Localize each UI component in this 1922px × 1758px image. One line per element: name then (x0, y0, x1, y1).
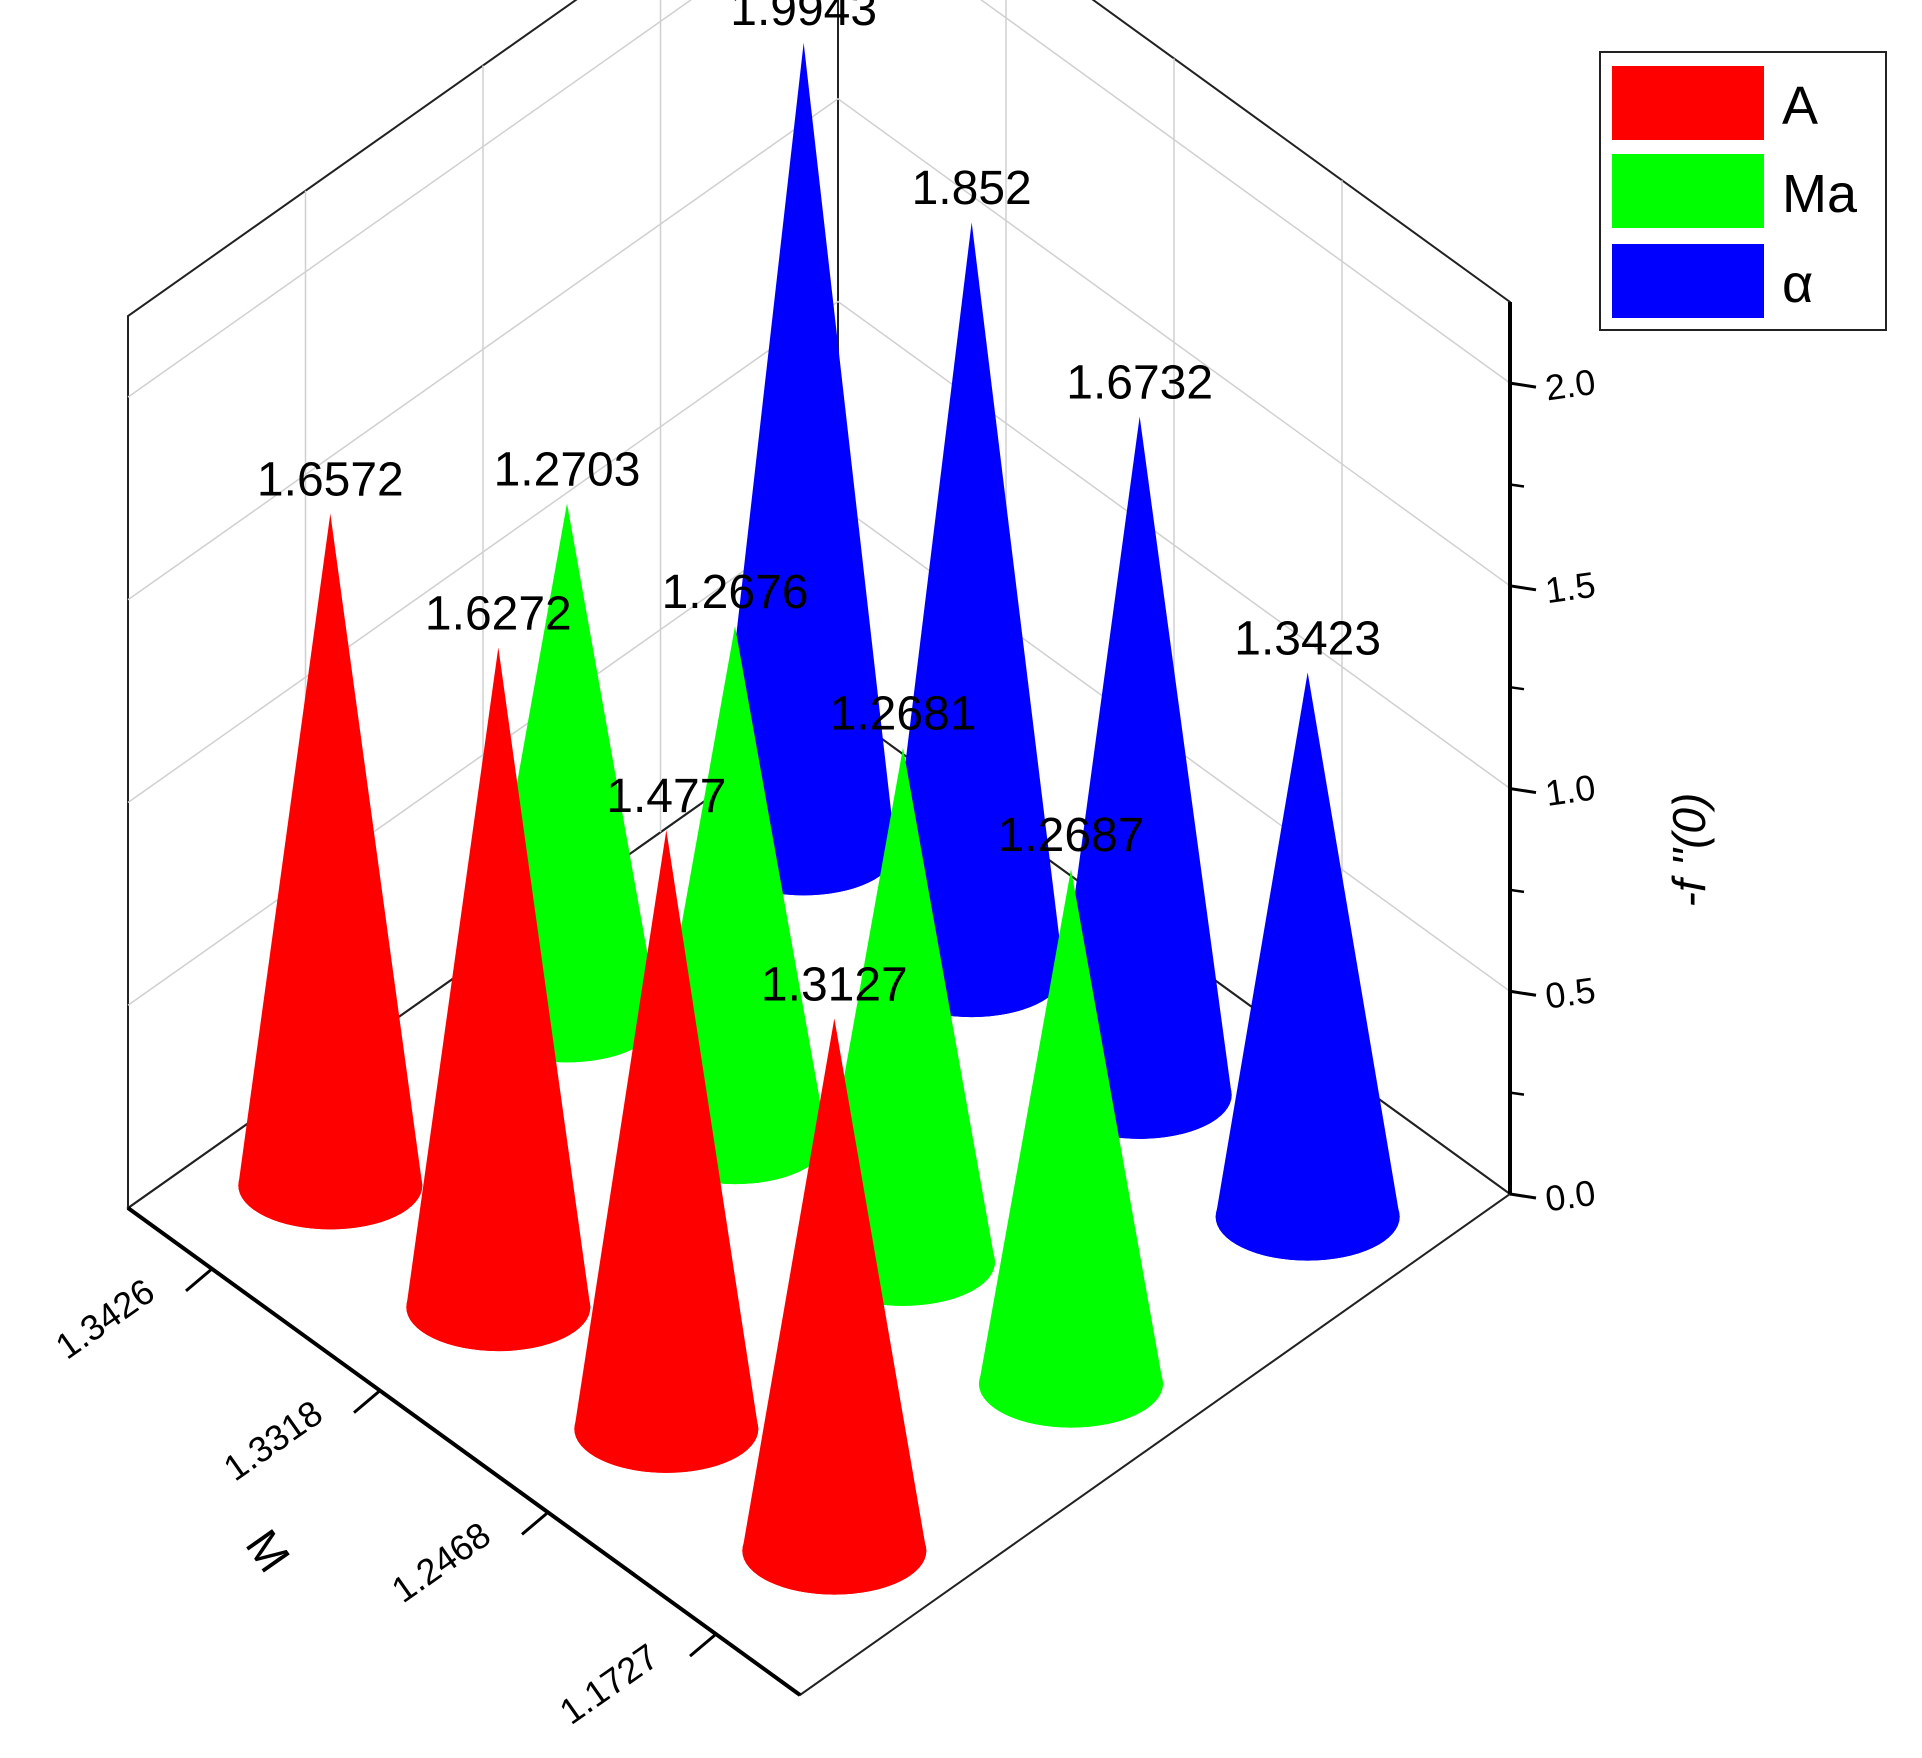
labels-layer: 1.9943 1.852 1.6732 1.3423 1.2703 1.2676 1.268… (257, 0, 1381, 1011)
cone-base (742, 1506, 927, 1595)
cone-body (1047, 416, 1232, 1139)
cone-body (711, 42, 896, 896)
z-minor-tick (1509, 685, 1525, 691)
x-tick (521, 1511, 549, 1536)
legend-label-ma: Ma (1782, 164, 1858, 224)
z-tick-label: 2.0 (1543, 361, 1598, 409)
cone-body (574, 830, 759, 1473)
cone-base (406, 1263, 591, 1352)
cone-body (406, 647, 591, 1352)
cone-base (574, 1384, 759, 1473)
x-tick-label: 1.3426 (48, 1270, 162, 1367)
value-label: 1.2681 (830, 688, 977, 741)
x-tick (689, 1632, 717, 1658)
legend-label-alpha: α (1782, 254, 1813, 314)
legend-swatch-alpha (1612, 244, 1764, 318)
z-gridline (127, 97, 1511, 601)
value-label: 1.9943 (730, 0, 877, 36)
legend-label-a: A (1782, 76, 1818, 136)
x-tick (353, 1389, 381, 1414)
value-label: 1.2676 (662, 566, 809, 619)
cone-A-3 (742, 1018, 927, 1595)
cone-base (1215, 1172, 1400, 1261)
cone-A-1 (406, 647, 591, 1352)
legend-swatch-a (1612, 66, 1764, 140)
value-label: 1.6572 (257, 453, 404, 506)
z-tick (1509, 989, 1537, 997)
cones-layer (238, 42, 1400, 1595)
cone-body (742, 1018, 927, 1595)
x-axis-line (126, 1206, 802, 1697)
z-minor-tick (1509, 1091, 1525, 1096)
value-label: 1.2687 (998, 809, 1145, 862)
x-tick (185, 1267, 213, 1293)
legend-swatch-ma (1612, 154, 1764, 228)
z-tick-label: 1.0 (1543, 766, 1598, 814)
z-tick-label: 0.5 (1543, 969, 1598, 1017)
legend: A Ma α (1599, 51, 1887, 331)
cone-body (979, 869, 1163, 1428)
z-minor-tick (1509, 888, 1525, 894)
cone-A-0 (238, 513, 423, 1230)
value-label: 1.6272 (425, 587, 572, 640)
cone-A-2 (574, 830, 759, 1473)
cone-Ma-3 (979, 869, 1163, 1428)
value-label: 1.3423 (1234, 612, 1381, 665)
value-label: 1.3127 (761, 958, 908, 1011)
z-tick (1509, 381, 1537, 389)
value-label: 1.852 (912, 162, 1032, 215)
z-tick-label: 0.0 (1543, 1172, 1598, 1220)
cone-base (979, 1339, 1163, 1428)
z-tick (1509, 787, 1537, 795)
cone-body (1215, 672, 1400, 1261)
z-tick (1509, 1192, 1537, 1200)
x-tick-label: 1.1727 (552, 1636, 666, 1733)
cone-base (238, 1141, 423, 1230)
cone-α-3 (1215, 672, 1400, 1261)
z-gridline (127, 0, 1511, 398)
value-label: 1.477 (606, 770, 726, 823)
x-tick-label: 1.2468 (384, 1514, 498, 1611)
z-tick (1509, 584, 1537, 592)
x-axis-title: M (236, 1520, 301, 1581)
cone-body (879, 222, 1064, 1018)
value-label: 1.6732 (1066, 356, 1213, 409)
x-tick-label: 1.3318 (216, 1392, 330, 1489)
z-axis-title: -f ''(0) (1663, 793, 1715, 908)
z-tick-label: 1.5 (1543, 564, 1598, 612)
value-label: 1.2703 (494, 443, 641, 496)
z-gridline (127, 300, 1511, 804)
z-minor-tick (1509, 483, 1525, 488)
cone-body (238, 513, 423, 1230)
